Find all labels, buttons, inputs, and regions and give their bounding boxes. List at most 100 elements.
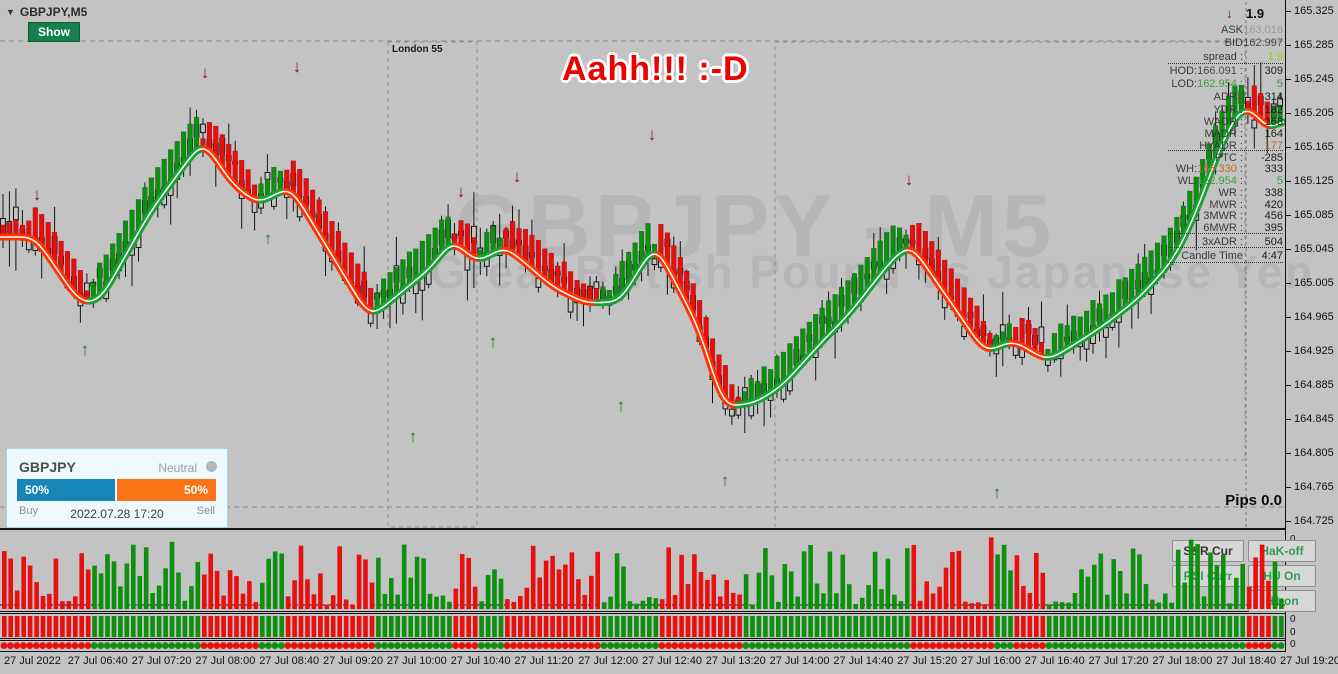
time-axis-label: 27 Jul 13:20 [705, 655, 766, 667]
buy-label: Buy [19, 505, 38, 517]
price-axis-tick [1286, 521, 1291, 522]
sell-arrow-icon: ↓ [905, 170, 914, 189]
info-panel-row-label: Candle Time [1181, 250, 1243, 262]
time-axis-label: 27 Jul 2022 [4, 655, 61, 667]
buy-arrow-icon: ↑ [993, 483, 1002, 502]
momentum-histogram [0, 537, 1285, 609]
chart-text-annotation: Aahh!!! :-D [562, 50, 749, 88]
time-axis-label: 27 Jul 15:20 [897, 655, 958, 667]
info-panel-row-value: 162.997 [1243, 37, 1283, 49]
session-box-label: London 55 [392, 44, 443, 55]
subwindow-separator [0, 613, 1285, 614]
sentiment-state: Neutral [158, 461, 197, 475]
info-panel-row-value: 5 [1276, 175, 1283, 187]
info-panel-row-label: YDR : [1213, 104, 1243, 116]
price-axis-label: 165.205 [1294, 107, 1334, 119]
time-axis-label: 27 Jul 12:00 [578, 655, 639, 667]
info-panel-row-value: 5 [1276, 78, 1283, 90]
info-panel-row-value: 314 [1264, 91, 1283, 103]
info-panel-row-label: ADR : [1213, 91, 1243, 103]
info-panel-row-value: 395 [1264, 222, 1283, 234]
price-axis-tick [1286, 113, 1291, 114]
indicator-scale-label: 0 [1290, 534, 1296, 545]
time-axis-label: 27 Jul 19:20 [1280, 655, 1338, 667]
info-panel-row-value: 177 [1264, 140, 1283, 152]
sell-arrow-icon: ↓ [201, 63, 210, 82]
buy-arrow-icon: ↑ [81, 340, 90, 359]
info-panel-row-value: 309 [1264, 65, 1283, 77]
price-axis-line [1285, 0, 1286, 652]
price-axis-label: 164.845 [1294, 413, 1334, 425]
sell-percent-bar: 50% [117, 479, 216, 501]
time-axis-label: 27 Jul 16:40 [1024, 655, 1085, 667]
time-axis-label: 27 Jul 06:40 [67, 655, 128, 667]
sentiment-status-dot-icon [206, 461, 217, 472]
indicator-collapse-icon[interactable]: ▼ [6, 7, 15, 17]
time-axis-label: 27 Jul 09:20 [323, 655, 383, 667]
price-axis-tick [1286, 453, 1291, 454]
info-panel-row-value: 4:47 [1261, 250, 1283, 262]
sell-arrow-icon: ↓ [33, 185, 42, 204]
price-axis-tick [1286, 249, 1291, 250]
info-panel-row-value: 182 [1264, 104, 1283, 116]
panel-divider [1168, 150, 1283, 151]
symbol-timeframe-label: GBPJPY,M5 [19, 5, 88, 19]
sell-signal-arrow-icon: ↓ [1226, 5, 1233, 21]
price-axis-label: 165.325 [1294, 5, 1334, 17]
info-panel-row-value: 338 [1264, 187, 1283, 199]
buy-arrow-icon: ↑ [409, 427, 418, 446]
spread-big-value: 1.9 [1246, 6, 1265, 21]
indicator-toggle-button[interactable]: HU On [1248, 565, 1316, 587]
info-panel-row-label: WH:166.330 : [1175, 163, 1243, 175]
price-chart-canvas[interactable]: ↓ ↓ ↓ ↓ ↓ ↓ ↓ ↑ ↑ ↑ ↑ ↑ ↑ ↑ [0, 0, 1285, 528]
info-panel-row-label: HYADR : [1199, 140, 1243, 152]
info-panel-row-label: BID [1224, 37, 1243, 49]
subwindow-separator [0, 638, 1285, 639]
price-axis-tick [1286, 487, 1291, 488]
price-axis-label: 165.045 [1294, 243, 1334, 255]
price-axis-label: 165.125 [1294, 175, 1334, 187]
trend-ribbon-strip [2, 616, 1284, 637]
time-axis-label: 27 Jul 12:40 [642, 655, 702, 667]
panel-divider [1168, 262, 1283, 263]
time-axis-label: 27 Jul 10:00 [386, 655, 447, 667]
buy-percent-bar: 50% [17, 479, 115, 501]
indicator-toggle-button[interactable]: HaK-off [1248, 540, 1316, 562]
watermark-symbol: GBPJPY - M5 [455, 176, 1055, 275]
show-button[interactable]: Show [28, 22, 80, 42]
info-panel-row-value: 456 [1264, 210, 1283, 222]
pips-counter-label: Pips 0.0 [1225, 492, 1282, 509]
panel-divider [1168, 247, 1283, 248]
time-axis-label: 27 Jul 10:40 [450, 655, 511, 667]
time-axis-label: 27 Jul 11:20 [514, 655, 574, 667]
price-axis-label: 164.965 [1294, 311, 1334, 323]
time-axis-label: 27 Jul 18:40 [1216, 655, 1277, 667]
info-panel-row-label: PTC : [1214, 152, 1243, 164]
info-panel-row-label: WADR : [1203, 116, 1243, 128]
indicator-scale-label: 0 [1290, 639, 1296, 650]
time-axis-label: 27 Jul 08:40 [259, 655, 320, 667]
buy-arrow-icon: ↑ [721, 471, 730, 490]
price-axis-tick [1286, 147, 1291, 148]
sentiment-widget: GBPJPY Neutral 50% 50% Buy Sell 2022.07.… [6, 448, 228, 528]
price-axis-tick [1286, 45, 1291, 46]
time-axis-label: 27 Jul 18:00 [1152, 655, 1213, 667]
time-axis-label: 27 Jul 08:00 [195, 655, 256, 667]
price-axis-label: 164.805 [1294, 447, 1334, 459]
sell-arrow-icon: ↓ [293, 57, 302, 76]
indicator-scale-label: 0 [1290, 614, 1296, 625]
sell-arrow-icon: ↓ [457, 182, 466, 201]
price-axis-label: 165.245 [1294, 73, 1334, 85]
info-panel-row-label: HOD:166.091 : [1169, 65, 1243, 77]
info-panel-row-label: spread : [1203, 51, 1243, 63]
time-axis-label: 27 Jul 14:00 [769, 655, 830, 667]
info-panel-row-value: 163.016 [1243, 24, 1283, 36]
info-panel-row-label: ASK [1220, 24, 1243, 36]
panel-divider [1168, 63, 1283, 64]
subwindow-separator [0, 640, 1285, 641]
subwindow-separator[interactable] [0, 528, 1285, 530]
info-panel-row-value: 1.9 [1267, 51, 1283, 63]
price-axis-tick [1286, 79, 1291, 80]
subwindow-separator[interactable] [0, 611, 1285, 612]
